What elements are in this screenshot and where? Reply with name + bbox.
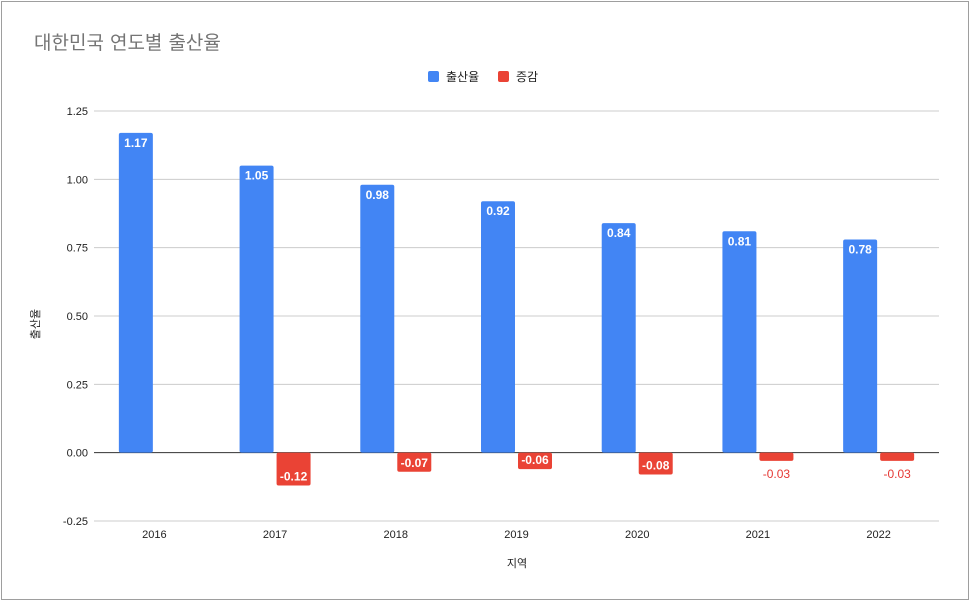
data-label-change: -0.03 [763,467,791,481]
bar-change [638,452,673,475]
data-label-birth-rate: 0.78 [848,242,872,256]
legend-label-change: 증감 [516,70,538,84]
bar-change [518,452,552,470]
x-tick-label: 2020 [625,529,649,541]
x-tick-label: 2018 [384,529,408,541]
data-labels: 1.17 1.05 -0.12 0.98 -0.07 0.92 -0.06 0.84 -0.08… [124,136,911,484]
y-tick-label: 0.25 [67,379,88,391]
data-label-change: -0.12 [280,469,308,483]
bar-birth-rate [601,223,636,453]
grid-lines [94,110,939,522]
x-axis-title: 지역 [507,557,527,570]
y-tick-label: 0.50 [67,311,88,323]
x-tick-label: 2022 [866,529,890,541]
bar-birth-rate [239,165,274,453]
y-tick-label: 0.00 [67,448,88,460]
legend-swatch-change [498,71,509,82]
data-label-birth-rate: 0.98 [366,188,390,202]
bar-change [880,452,915,461]
legend-label-birth-rate: 출산율 [446,70,479,84]
data-label-birth-rate: 0.84 [607,226,631,240]
y-axis-title: 출산율 [29,309,42,339]
x-tick-label: 2016 [142,529,166,541]
data-label-birth-rate: 0.81 [728,234,752,248]
legend: 출산율 증감 [428,70,538,84]
x-tick-label: 2019 [504,529,528,541]
data-label-change: -0.06 [521,453,549,467]
y-tick-label: 1.00 [67,174,88,186]
data-label-change: -0.08 [642,459,670,473]
x-tick-label: 2021 [746,529,770,541]
bar-change [397,452,432,472]
y-tick-label: 0.75 [67,243,88,255]
data-label-birth-rate: 1.17 [124,136,148,150]
data-label-change: -0.03 [883,467,911,481]
chart-title: 대한민국 연도별 출산율 [34,32,221,54]
bar-birth-rate [360,184,395,453]
x-tick-label: 2017 [263,529,287,541]
axis-ticks: 1.25 1.00 0.75 0.50 0.25 0.00 -0.25 2016 2017 201… [63,106,891,541]
bar-birth-rate [118,132,153,453]
bar-birth-rate [481,201,515,453]
data-label-birth-rate: 1.05 [245,169,269,183]
data-label-birth-rate: 0.92 [486,204,510,218]
data-label-change: -0.07 [401,456,429,470]
y-tick-label: -0.25 [63,516,88,528]
bar-birth-rate [843,239,878,453]
bar-change [276,452,311,486]
bars [118,132,915,486]
y-tick-label: 1.25 [67,106,88,118]
legend-swatch-birth-rate [428,71,439,82]
bar-change [759,452,794,461]
bar-birth-rate [722,231,757,453]
